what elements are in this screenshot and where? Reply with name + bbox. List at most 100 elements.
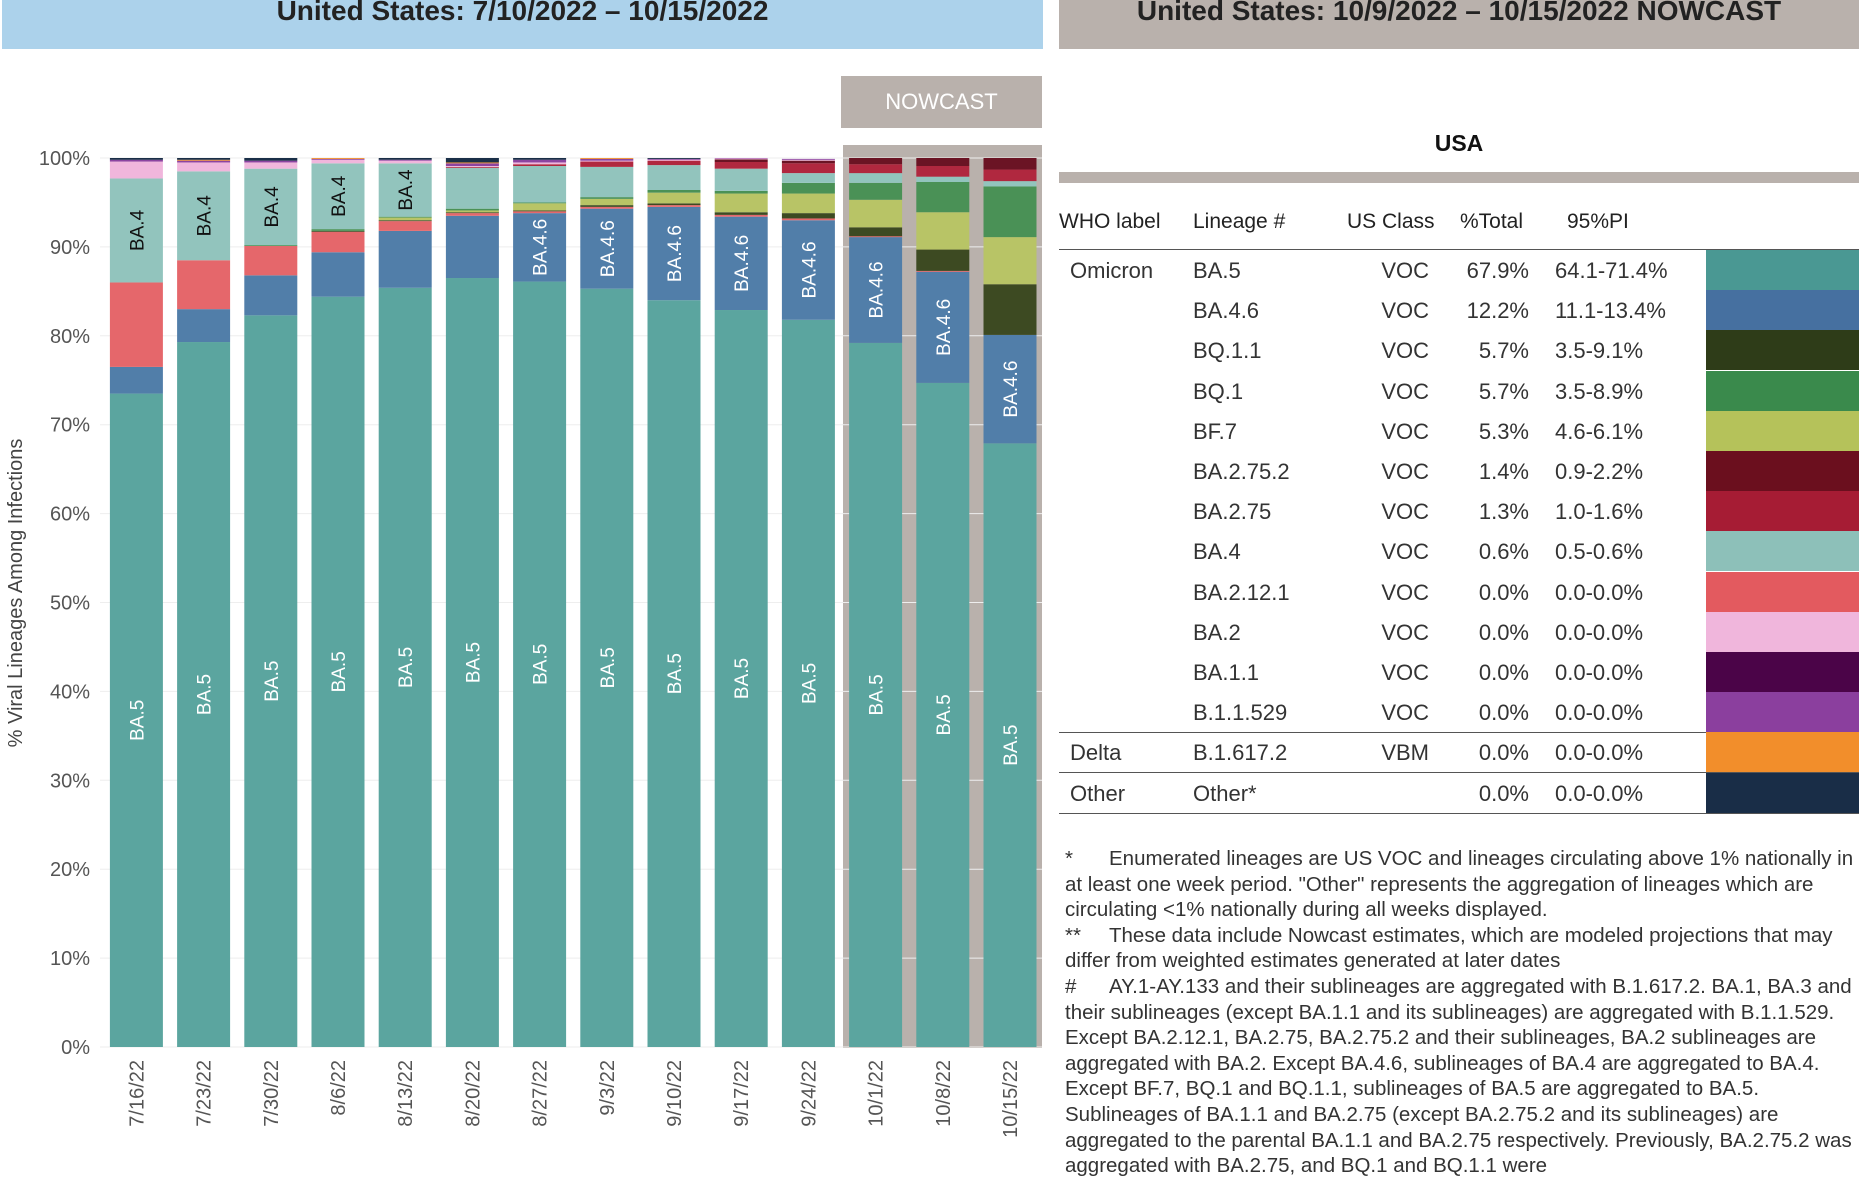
prediction-interval: 1.0-1.6% — [1555, 499, 1700, 525]
stacked-bar-chart: BA.5BA.4BA.5BA.4BA.5BA.4BA.5BA.4BA.5BA.4… — [0, 0, 1050, 1168]
table-row: BQ.1.1 VOC 5.7% 3.5-9.1% — [1059, 330, 1859, 370]
percent-total: 0.0% — [1434, 781, 1529, 807]
bar-segment-bq-1 — [782, 183, 835, 194]
x-tick-label: 9/17/22 — [731, 1060, 753, 1127]
bar-segment-b-1-1-529 — [513, 160, 566, 163]
lineage: BQ.1.1 — [1193, 338, 1323, 364]
bar-segment-ba-2-75-2 — [916, 158, 969, 166]
bar-segment-ba-4-6 — [177, 309, 230, 342]
y-tick-label: 70% — [50, 415, 90, 437]
prediction-interval: 0.0-0.0% — [1555, 700, 1700, 726]
bar-segment-ba-4 — [513, 166, 566, 202]
table-row: BF.7 VOC 5.3% 4.6-6.1% — [1059, 411, 1859, 451]
bar-segment-ba-4 — [446, 168, 499, 209]
bar-segment-ba-4-6 — [312, 252, 365, 296]
y-tick-label: 80% — [50, 326, 90, 348]
bar-segment-other — [446, 158, 499, 162]
color-swatch — [1706, 531, 1859, 571]
footnote-mark: ** — [1065, 923, 1109, 949]
bar-segment-ba-4 — [648, 165, 701, 190]
bar-segment-ba-2 — [782, 160, 835, 161]
y-axis-title: % Viral Lineages Among Infections — [5, 439, 27, 748]
bar-segment-bq-1 — [916, 182, 969, 212]
y-tick-label: 20% — [50, 859, 90, 881]
table-row: BA.2.75.2 VOC 1.4% 0.9-2.2% — [1059, 451, 1859, 491]
prediction-interval: 3.5-9.1% — [1555, 338, 1700, 364]
segment-label: BA.5 — [195, 674, 216, 715]
prediction-interval: 4.6-6.1% — [1555, 419, 1700, 445]
bar-segment-ba-2 — [513, 162, 566, 164]
prediction-interval: 3.5-8.9% — [1555, 379, 1700, 405]
lineage: BA.2.12.1 — [1193, 580, 1323, 606]
us-class: VOC — [1329, 700, 1429, 726]
footnote: #AY.1-AY.133 and their sublineages are a… — [1065, 974, 1855, 1179]
bar-segment-bf-7 — [446, 210, 499, 212]
percent-total: 12.2% — [1434, 298, 1529, 324]
segment-label: BA.4.6 — [799, 241, 820, 298]
segment-label: BA.4.6 — [598, 220, 619, 277]
bar-segment-b-1-617-2 — [177, 160, 230, 161]
table-row: Omicron BA.5 VOC 67.9% 64.1-71.4% — [1059, 250, 1859, 290]
color-swatch — [1706, 773, 1859, 813]
segment-label: BA.5 — [732, 658, 753, 699]
prediction-interval: 11.1-13.4% — [1555, 298, 1700, 324]
bar-segment-bq-1 — [648, 190, 701, 193]
col-header-pi: 95%PI — [1567, 210, 1629, 234]
x-tick-label: 9/24/22 — [798, 1060, 820, 1127]
segment-label: BA.5 — [799, 663, 820, 704]
bar-segment-ba-4 — [782, 173, 835, 183]
bar-segment-ba-2 — [648, 160, 701, 161]
bar-segment-bq-1 — [379, 217, 432, 218]
bar-segment-other — [513, 158, 566, 160]
who-label: Omicron — [1070, 258, 1185, 284]
prediction-interval: 0.0-0.0% — [1555, 740, 1700, 766]
bar-segment-ba-2 — [244, 162, 297, 168]
color-swatch — [1706, 652, 1859, 692]
lineage: BA.4.6 — [1193, 298, 1323, 324]
bar-segment-ba-2-12-1 — [782, 218, 835, 220]
bar-segment-b-1-1-529 — [177, 161, 230, 163]
x-tick-label: 9/3/22 — [597, 1060, 619, 1116]
nowcast-header: United States: 10/9/2022 – 10/15/2022 NO… — [1059, 0, 1859, 49]
bar-segment-other — [379, 158, 432, 160]
us-class: VOC — [1329, 338, 1429, 364]
segment-label: BA.4.6 — [867, 261, 888, 318]
bar-segment-b-1-1-529 — [782, 159, 835, 160]
bar-segment-bq-1 — [446, 209, 499, 211]
percent-total: 0.0% — [1434, 620, 1529, 646]
bar-segment-bq-1 — [244, 245, 297, 246]
bar-segment-ba-2-12-1 — [916, 271, 969, 272]
bar-segment-bq-1 — [849, 183, 902, 200]
bar-segment-ba-2-75 — [513, 164, 566, 166]
bar-segment-ba-2-75 — [446, 167, 499, 168]
bar-segment-ba-2-12-1 — [513, 211, 566, 213]
who-label: Other — [1070, 781, 1185, 807]
table-title-divider — [1059, 172, 1859, 183]
segment-label: BA.5 — [127, 700, 148, 741]
bar-segment-ba-4 — [715, 169, 768, 191]
bar-segment-ba-2-75 — [715, 162, 768, 169]
bar-segment-ba-2-12-1 — [177, 260, 230, 309]
table-row: BA.4.6 VOC 12.2% 11.1-13.4% — [1059, 290, 1859, 330]
color-swatch — [1706, 491, 1859, 531]
percent-total: 0.0% — [1434, 700, 1529, 726]
bar-segment-b-1-1-529 — [446, 163, 499, 166]
segment-label: BA.4 — [195, 195, 216, 237]
segment-label: BA.4 — [329, 175, 350, 217]
bar-segment-b-1-1-529 — [379, 160, 432, 161]
segment-label: BA.5 — [665, 653, 686, 694]
bar-segment-ba-4-6 — [446, 216, 499, 278]
footnote: *Enumerated lineages are US VOC and line… — [1065, 846, 1855, 923]
bar-segment-ba-2 — [177, 162, 230, 171]
color-swatch — [1706, 692, 1859, 732]
segment-label: BA.5 — [329, 651, 350, 692]
bar-segment-b-1-1-529 — [244, 161, 297, 163]
table-row: Delta B.1.617.2 VBM 0.0% 0.0-0.0% — [1059, 732, 1859, 773]
col-header-class: US Class — [1347, 210, 1435, 234]
color-swatch — [1706, 330, 1859, 370]
segment-label: BA.5 — [463, 642, 484, 683]
bar-segment-bq-1-1 — [446, 212, 499, 213]
bar-segment-bf-7 — [849, 200, 902, 228]
percent-total: 0.0% — [1434, 580, 1529, 606]
x-tick-label: 8/27/22 — [530, 1060, 552, 1127]
